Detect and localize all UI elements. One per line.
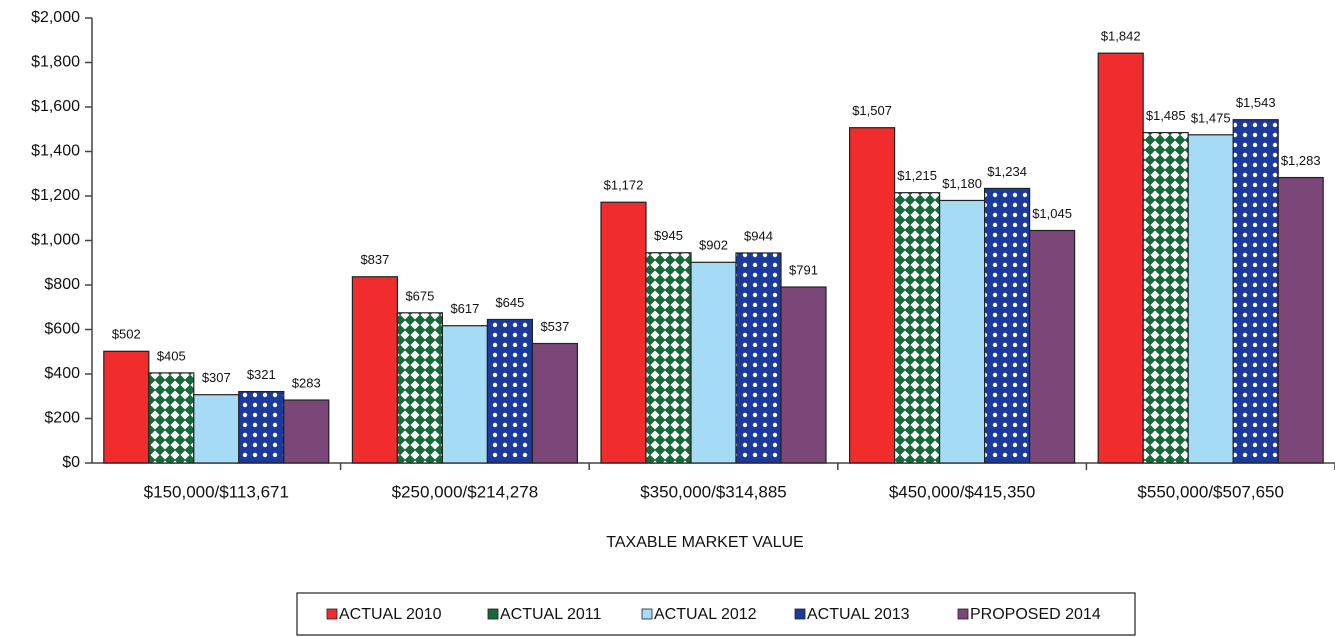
legend-swatch bbox=[957, 608, 969, 620]
bar bbox=[531, 342, 579, 464]
data-label: $405 bbox=[157, 348, 186, 363]
bar bbox=[103, 350, 150, 464]
data-label: $1,543 bbox=[1236, 95, 1276, 110]
legend-swatch bbox=[326, 608, 338, 620]
data-label: $675 bbox=[405, 288, 434, 303]
legend-label: ACTUAL 2012 bbox=[654, 606, 757, 623]
data-label: $1,283 bbox=[1281, 153, 1321, 168]
data-label: $945 bbox=[654, 228, 683, 243]
y-tick-label: $600 bbox=[44, 321, 80, 338]
bar bbox=[645, 252, 692, 464]
bar bbox=[486, 318, 533, 464]
bar bbox=[238, 390, 285, 464]
legend-box bbox=[296, 592, 1136, 636]
y-tick-label: $1,600 bbox=[31, 98, 80, 115]
data-label: $1,842 bbox=[1101, 29, 1141, 44]
data-label: $537 bbox=[540, 319, 569, 334]
bar bbox=[893, 192, 941, 464]
y-tick-label: $1,200 bbox=[31, 187, 80, 204]
data-label: $1,507 bbox=[852, 103, 892, 118]
x-tick-label: $350,000/$314,885 bbox=[640, 482, 787, 501]
bar bbox=[1142, 131, 1189, 464]
y-tick-label: $400 bbox=[44, 365, 80, 382]
y-tick-label: $2,000 bbox=[31, 9, 80, 26]
legend-swatch bbox=[641, 608, 653, 620]
bar bbox=[780, 286, 827, 464]
legend-label: ACTUAL 2010 bbox=[339, 606, 442, 623]
y-tick-label: $1,800 bbox=[31, 54, 80, 71]
data-label: $837 bbox=[360, 252, 389, 267]
data-label: $902 bbox=[699, 238, 728, 253]
bar bbox=[690, 261, 737, 464]
data-label: $1,172 bbox=[604, 178, 644, 193]
legend-swatch bbox=[487, 608, 499, 620]
legend-label: PROPOSED 2014 bbox=[970, 606, 1101, 623]
legend-label: ACTUAL 2013 bbox=[807, 606, 910, 623]
legend-label: ACTUAL 2011 bbox=[500, 606, 601, 623]
bar bbox=[351, 276, 398, 464]
bar bbox=[441, 325, 488, 464]
bar bbox=[938, 199, 986, 464]
data-label: $283 bbox=[292, 375, 321, 390]
bar bbox=[1097, 52, 1144, 464]
legend-swatch bbox=[794, 608, 806, 620]
x-tick-label: $150,000/$113,671 bbox=[144, 482, 289, 501]
y-tick-label: $1,000 bbox=[31, 232, 80, 249]
bar bbox=[600, 201, 647, 464]
bar bbox=[148, 372, 195, 464]
data-label: $502 bbox=[112, 327, 141, 342]
data-label: $791 bbox=[789, 262, 818, 277]
bar bbox=[193, 394, 240, 464]
data-label: $307 bbox=[202, 370, 231, 385]
data-label: $321 bbox=[247, 367, 276, 382]
y-tick-label: $200 bbox=[44, 410, 80, 427]
bar bbox=[1028, 229, 1076, 464]
data-label: $617 bbox=[450, 301, 479, 316]
bar bbox=[396, 312, 443, 464]
data-label: $944 bbox=[744, 228, 773, 243]
x-tick-label: $250,000/$214,278 bbox=[392, 482, 539, 501]
data-label: $1,234 bbox=[987, 164, 1027, 179]
data-label: $1,180 bbox=[942, 176, 982, 191]
bar bbox=[983, 187, 1031, 464]
data-label: $1,215 bbox=[897, 168, 937, 183]
data-label: $1,045 bbox=[1032, 206, 1072, 221]
data-label: $1,475 bbox=[1191, 110, 1231, 125]
y-tick-label: $800 bbox=[44, 276, 80, 293]
bar bbox=[1277, 176, 1324, 464]
y-tick-label: $1,400 bbox=[31, 143, 80, 160]
bar bbox=[283, 399, 330, 464]
x-tick-label: $550,000/$507,650 bbox=[1137, 482, 1284, 501]
bar bbox=[1187, 134, 1234, 464]
data-label: $645 bbox=[495, 295, 524, 310]
bar bbox=[735, 252, 782, 464]
x-tick-label: $450,000/$415,350 bbox=[889, 482, 1036, 501]
x-axis-title: TAXABLE MARKET VALUE bbox=[606, 534, 803, 551]
bar bbox=[1232, 119, 1279, 464]
data-label: $1,485 bbox=[1146, 108, 1186, 123]
bar bbox=[848, 127, 896, 464]
y-tick-label: $0 bbox=[62, 454, 80, 471]
